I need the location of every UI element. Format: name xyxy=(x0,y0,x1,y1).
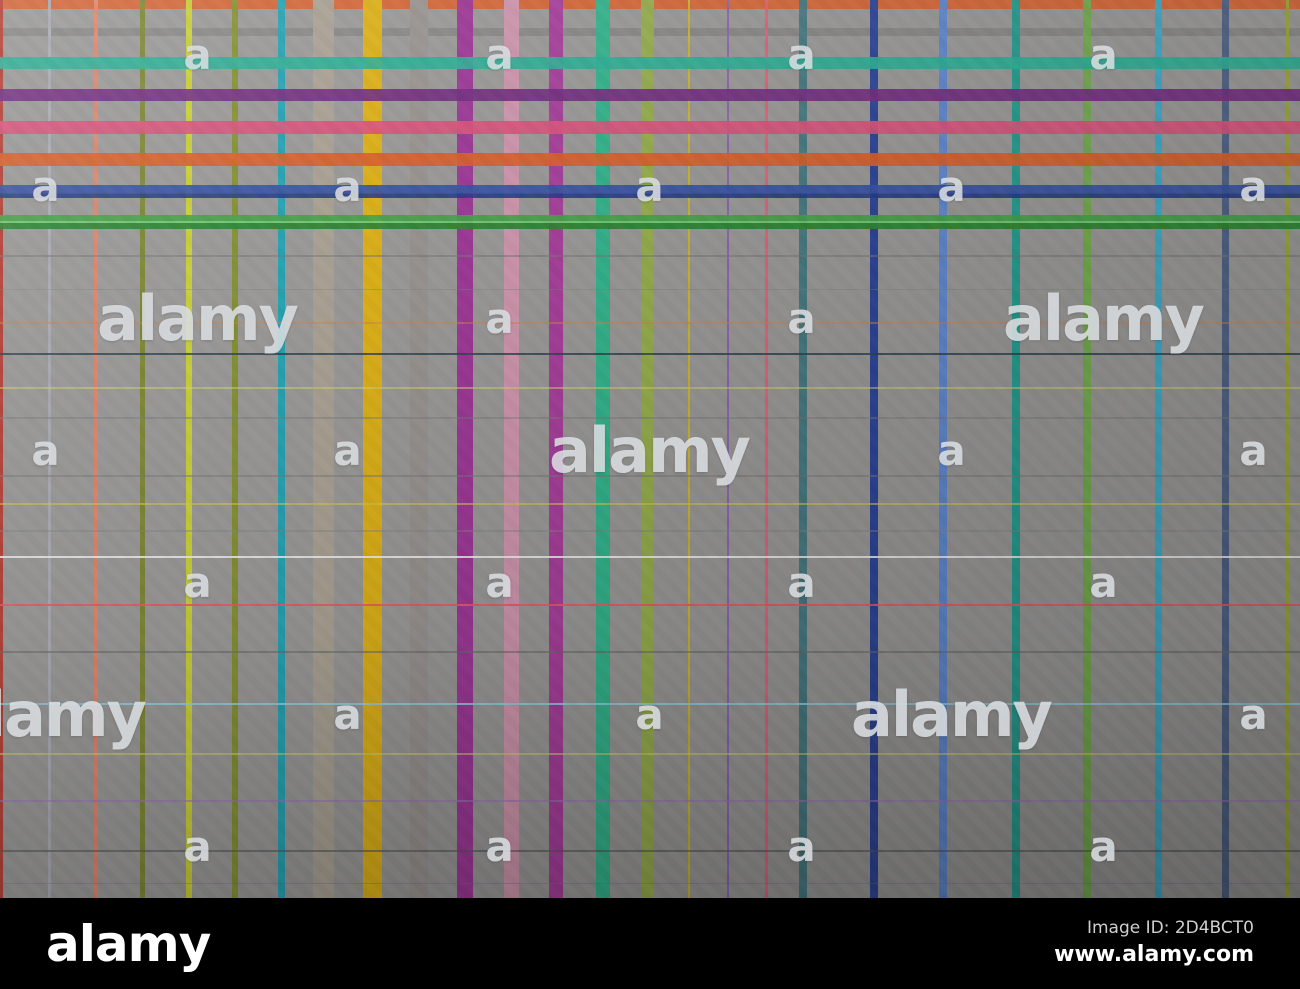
vertical-stripe xyxy=(727,0,729,898)
watermark-layer: a a a a a a a a a alamy a a alamy a a alamy a a a a a a alamy a… xyxy=(0,30,1268,871)
watermark-a: a xyxy=(485,822,513,871)
thin-line xyxy=(0,556,1300,558)
pattern-canvas: a a a a a a a a a alamy a a alamy a a alamy a a a a a a alamy a… xyxy=(0,0,1300,898)
watermark-a: a xyxy=(485,294,513,343)
vertical-stripe xyxy=(939,0,947,898)
vertical-stripe xyxy=(140,0,145,898)
vertical-stripe xyxy=(1083,0,1091,898)
vertical-stripe xyxy=(1286,0,1289,898)
watermark-a: a xyxy=(31,426,59,475)
thin-line xyxy=(0,883,1300,884)
watermark-a: a xyxy=(787,294,815,343)
vertical-stripe xyxy=(799,0,807,898)
watermark-alamy: alamy xyxy=(851,678,1053,751)
watermark-a: a xyxy=(937,162,965,211)
footer-bar: alamy Image ID: 2D4BCT0 www.alamy.com xyxy=(0,898,1300,989)
watermark-alamy: alamy xyxy=(97,282,299,355)
vertical-stripe xyxy=(278,0,285,898)
thin-line xyxy=(0,289,1300,290)
thin-line xyxy=(0,503,1300,505)
thin-line xyxy=(0,651,1300,653)
watermark-a: a xyxy=(333,426,361,475)
thin-line xyxy=(0,850,1300,852)
horizontal-bands-over-layer xyxy=(0,57,1300,229)
watermark-a: a xyxy=(183,558,211,607)
watermark-a: a xyxy=(485,558,513,607)
watermark-alamy: alamy xyxy=(549,414,751,487)
watermark-a: a xyxy=(1089,30,1117,79)
thin-line xyxy=(0,604,1300,606)
watermark-a: a xyxy=(1239,162,1267,211)
vertical-stripe xyxy=(232,0,238,898)
watermark-a: a xyxy=(1239,690,1267,739)
vertical-stripe xyxy=(1155,0,1162,898)
thin-line xyxy=(0,353,1300,355)
band-pink xyxy=(0,121,1300,134)
watermark-a: a xyxy=(1239,426,1267,475)
thin-line xyxy=(0,417,1300,419)
watermark-a: a xyxy=(485,30,513,79)
vertical-stripe xyxy=(765,0,768,898)
watermark-alamy: alamy xyxy=(0,678,147,751)
thin-line xyxy=(0,753,1300,755)
thin-line xyxy=(0,322,1300,324)
band-teal xyxy=(0,57,1300,69)
watermark-a: a xyxy=(1089,822,1117,871)
thin-lines-layer xyxy=(0,255,1300,884)
watermark-a: a xyxy=(635,690,663,739)
footer-right-block: Image ID: 2D4BCT0 www.alamy.com xyxy=(1054,917,1254,970)
vertical-stripe xyxy=(1222,0,1229,898)
watermark-a: a xyxy=(787,558,815,607)
alamy-url: www.alamy.com xyxy=(1054,942,1254,968)
watermark-a: a xyxy=(937,426,965,475)
vertical-stripe xyxy=(48,0,51,898)
vertical-stripe xyxy=(186,0,192,898)
vertical-stripe xyxy=(94,0,98,898)
watermark-a: a xyxy=(333,690,361,739)
band-green xyxy=(0,215,1300,229)
watermark-a: a xyxy=(1089,558,1117,607)
watermark-alamy: alamy xyxy=(1003,282,1205,355)
thin-line xyxy=(0,475,1300,477)
vertical-stripe xyxy=(0,0,3,898)
thin-line xyxy=(0,255,1300,257)
thin-line xyxy=(0,530,1300,532)
watermark-a: a xyxy=(31,162,59,211)
band-blue xyxy=(0,185,1300,198)
watermark-a: a xyxy=(787,822,815,871)
image-id-text: Image ID: 2D4BCT0 xyxy=(1086,918,1254,939)
watermark-a: a xyxy=(333,162,361,211)
thin-line xyxy=(0,800,1300,802)
band-purple xyxy=(0,89,1300,101)
thin-line xyxy=(0,387,1300,389)
thin-line xyxy=(0,703,1300,705)
vertical-stripe xyxy=(688,0,690,898)
band-orange xyxy=(0,153,1300,166)
watermark-a: a xyxy=(635,162,663,211)
alamy-logo: alamy xyxy=(46,914,211,973)
vertical-stripe xyxy=(870,0,878,898)
watermark-a: a xyxy=(183,30,211,79)
watermark-a: a xyxy=(183,822,211,871)
vertical-stripe xyxy=(1012,0,1020,898)
watermark-a: a xyxy=(787,30,815,79)
